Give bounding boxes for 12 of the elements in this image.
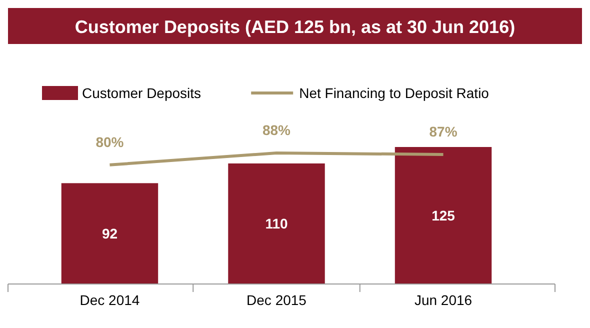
legend-label: Customer Deposits (82, 85, 202, 101)
data-label: 80% (96, 134, 124, 150)
x-tick-label: Dec 2014 (80, 292, 140, 308)
legend-label: Net Financing to Deposit Ratio (299, 85, 490, 101)
data-label: 92 (102, 226, 118, 242)
data-label: 87% (429, 123, 458, 140)
chart-title: Customer Deposits (AED 125 bn, as at 30 Jun 2016) (74, 17, 516, 37)
x-tick-label: Jun 2016 (414, 292, 472, 308)
data-label: 125 (432, 208, 456, 224)
data-label: 88% (262, 122, 292, 138)
data-label: 110 (265, 216, 288, 232)
x-tick-label: Dec 2015 (246, 292, 307, 308)
